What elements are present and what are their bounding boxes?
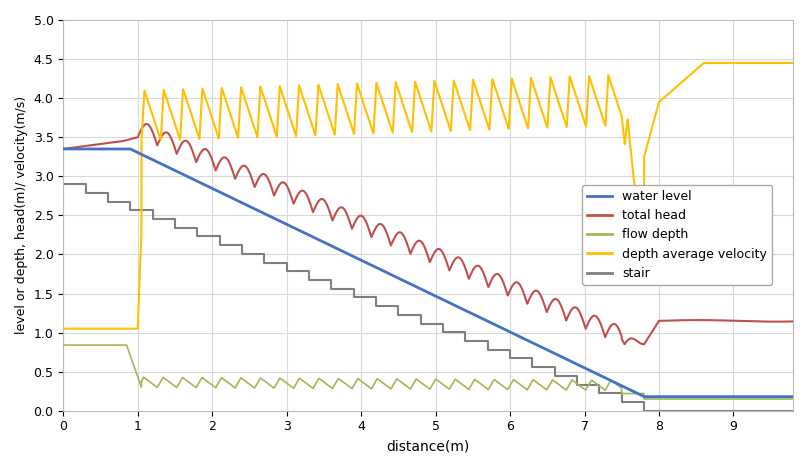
- Legend: water level, total head, flow depth, depth average velocity, stair: water level, total head, flow depth, dep…: [583, 185, 772, 285]
- X-axis label: distance(m): distance(m): [386, 439, 469, 453]
- Y-axis label: level or depth, head(m)/ velocity(m/s): level or depth, head(m)/ velocity(m/s): [15, 96, 28, 335]
